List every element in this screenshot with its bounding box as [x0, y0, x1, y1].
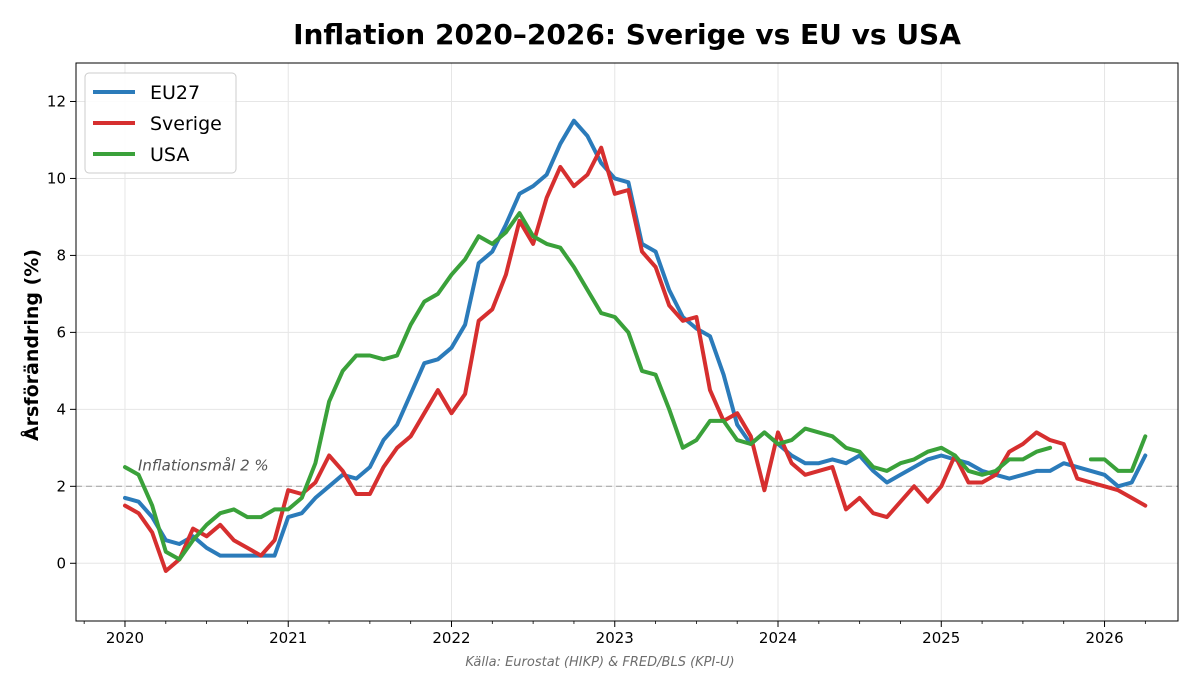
legend-box	[84, 72, 237, 174]
y-tick-label: 0	[56, 554, 66, 572]
x-tick-label: 2023	[596, 629, 634, 647]
x-tick-label: 2021	[269, 629, 307, 647]
y-tick-label: 4	[56, 400, 66, 418]
x-tick-label: 2022	[432, 629, 470, 647]
y-tick-label: 6	[56, 323, 66, 341]
legend-label-sverige: Sverige	[150, 113, 222, 135]
series-line-usa	[123, 211, 1148, 562]
y-tick-label: 12	[47, 92, 66, 110]
y-tick-label: 10	[47, 169, 66, 187]
legend-label-eu27: EU27	[150, 82, 200, 104]
y-tick-label: 8	[56, 246, 66, 264]
x-tick-label: 2025	[922, 629, 960, 647]
target-line-label: Inflationsmål 2 %	[138, 456, 269, 474]
x-tick-label: 2026	[1085, 629, 1123, 647]
x-tick-label: 2020	[106, 629, 144, 647]
x-axis: 2020 2021 2022 2023 2024 2025 2026	[83, 621, 1146, 647]
y-axis-label: Årsförändring (%)	[19, 249, 43, 441]
y-tick-label: 2	[56, 477, 66, 495]
source-note: Källa: Eurostat (HIKP) & FRED/BLS (KPI-U…	[465, 655, 734, 670]
legend-label-usa: USA	[150, 144, 189, 166]
reference-line-group: Inflationsmål 2 %	[76, 456, 1178, 487]
series-line-sverige	[123, 145, 1148, 573]
x-tick-label: 2024	[759, 629, 797, 647]
series-lines	[123, 118, 1148, 573]
plot-frame	[75, 62, 1179, 622]
legend: EU27 Sverige USA	[84, 72, 237, 174]
chart-title: Inflation 2020–2026: Sverige vs EU vs US…	[293, 18, 961, 51]
y-axis: 0 2 4 6 8 10 12	[47, 92, 76, 572]
